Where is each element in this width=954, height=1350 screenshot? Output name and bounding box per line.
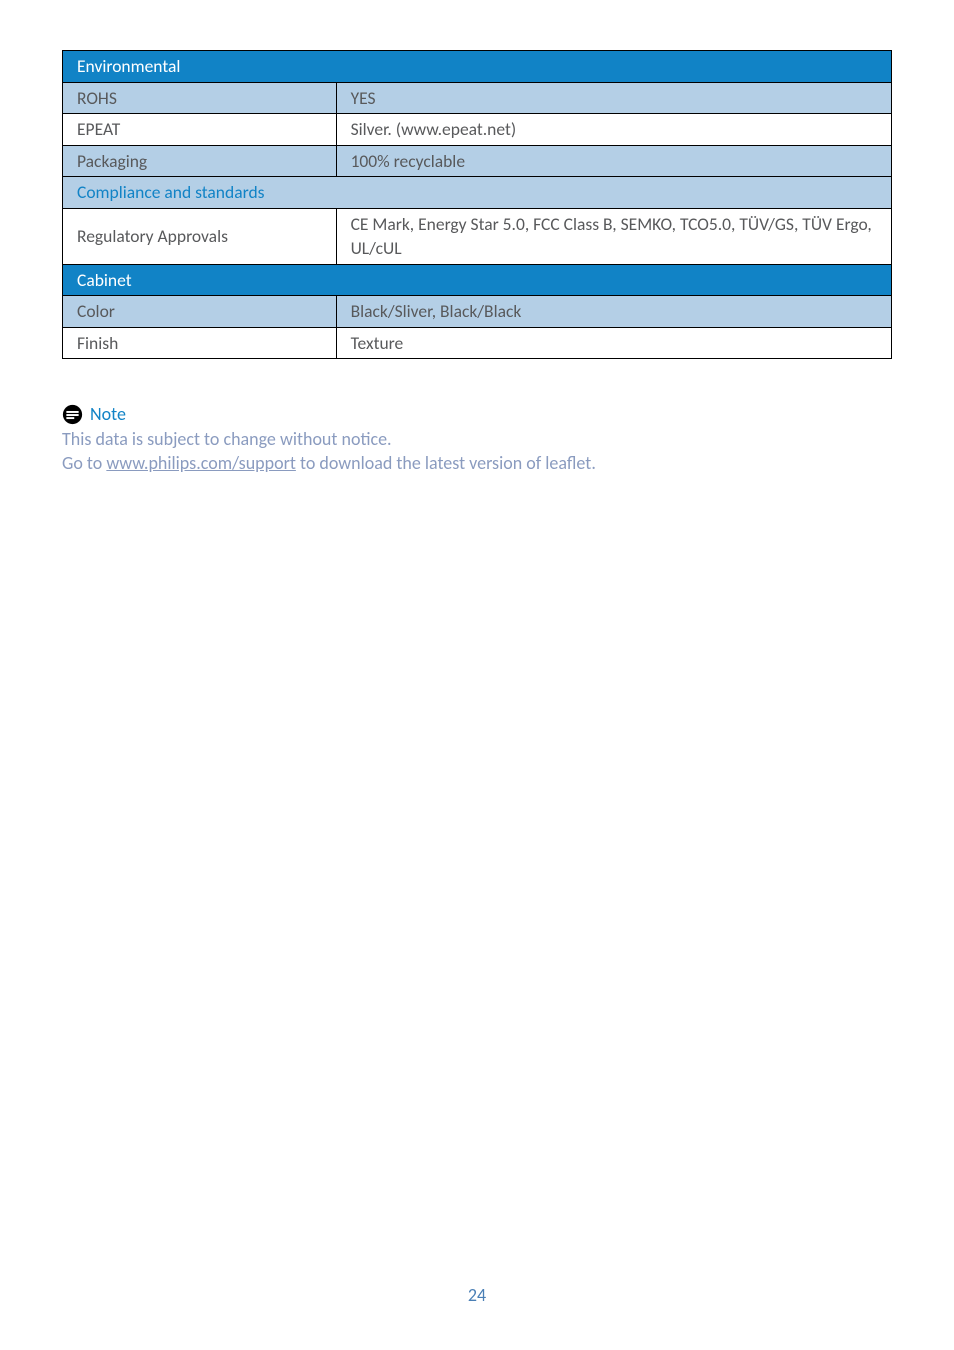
table-cell-value: YES — [336, 82, 891, 114]
table-cell-label: ROHS — [63, 82, 337, 114]
note-section: Note This data is subject to change with… — [62, 403, 892, 476]
table-row: Regulatory ApprovalsCE Mark, Energy Star… — [63, 208, 892, 264]
table-row: FinishTexture — [63, 327, 892, 359]
table-cell-value: 100% recyclable — [336, 145, 891, 177]
note-icon — [62, 404, 83, 425]
note-line-2: Go to www.philips.com/support to downloa… — [62, 451, 892, 475]
table-cell-value: Black/Sliver, Black/Black — [336, 296, 891, 328]
note-line-1: This data is subject to change without n… — [62, 427, 892, 451]
page-number: 24 — [0, 1284, 954, 1306]
section-header-row: Environmental — [63, 51, 892, 83]
note-body: This data is subject to change without n… — [62, 427, 892, 476]
note-header: Note — [62, 403, 892, 425]
section-header-cell: Cabinet — [63, 264, 892, 296]
table-cell-label: Packaging — [63, 145, 337, 177]
table-cell-value: Texture — [336, 327, 891, 359]
table-cell-label: Regulatory Approvals — [63, 208, 337, 264]
table-row: ColorBlack/Sliver, Black/Black — [63, 296, 892, 328]
table-row: ROHSYES — [63, 82, 892, 114]
note-line2-suffix: to download the latest version of leafle… — [296, 452, 596, 474]
note-support-link[interactable]: www.philips.com/support — [106, 452, 296, 474]
section-header-row: Compliance and standards — [63, 177, 892, 209]
table-body: EnvironmentalROHSYESEPEATSilver. (www.ep… — [63, 51, 892, 359]
table-row: Packaging100% recyclable — [63, 145, 892, 177]
table-cell-value: CE Mark, Energy Star 5.0, FCC Class B, S… — [336, 208, 891, 264]
note-title: Note — [90, 403, 126, 425]
table-cell-label: Finish — [63, 327, 337, 359]
table-cell-label: EPEAT — [63, 114, 337, 146]
table-row: EPEATSilver. (www.epeat.net) — [63, 114, 892, 146]
note-line2-prefix: Go to — [62, 452, 106, 474]
section-header-cell: Compliance and standards — [63, 177, 892, 209]
section-header-row: Cabinet — [63, 264, 892, 296]
table-cell-value: Silver. (www.epeat.net) — [336, 114, 891, 146]
specifications-table: EnvironmentalROHSYESEPEATSilver. (www.ep… — [62, 50, 892, 359]
section-header-cell: Environmental — [63, 51, 892, 83]
table-cell-label: Color — [63, 296, 337, 328]
